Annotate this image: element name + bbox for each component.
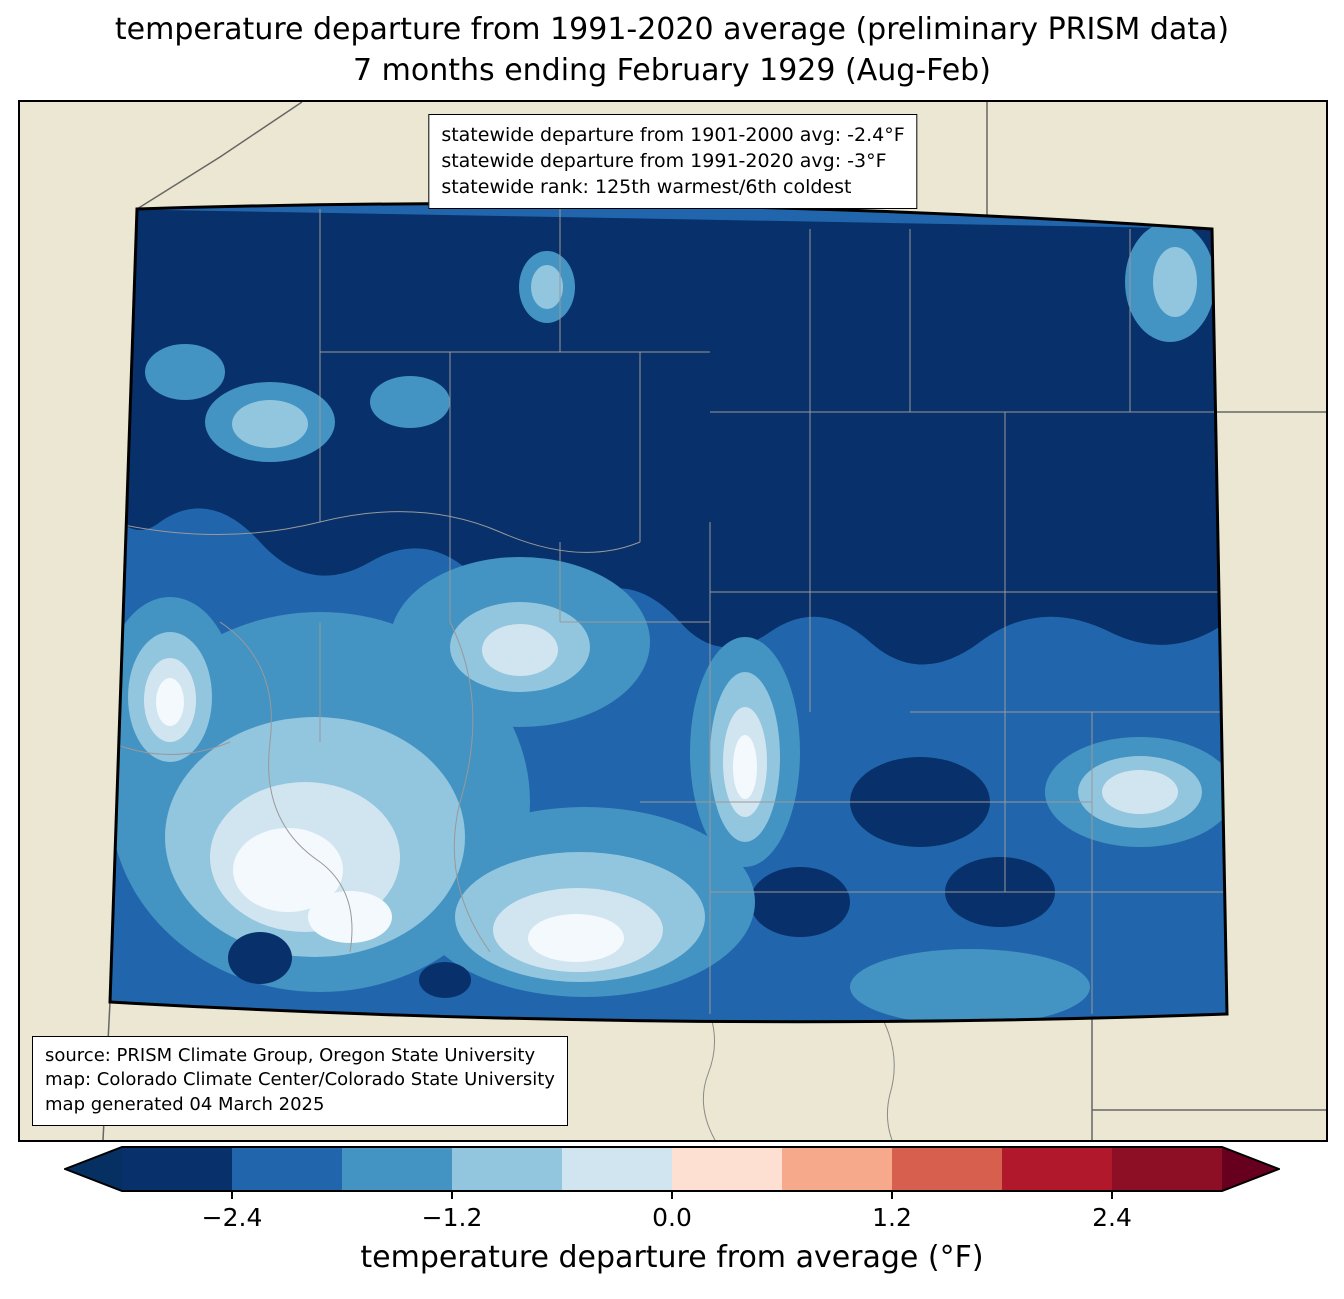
colorbar-tick-label: 2.4 [1092, 1203, 1132, 1232]
colorbar-segment [1112, 1147, 1222, 1191]
contour-dark-patch-southwest [228, 932, 292, 984]
colorbar-tick-label: 1.2 [872, 1203, 912, 1232]
colorbar-segment [892, 1147, 1002, 1191]
colorbar-segment [782, 1147, 892, 1191]
contour-medium-northwest [145, 344, 225, 400]
river-lines [702, 1013, 895, 1140]
colorbar-svg: −2.4 −1.2 0.0 1.2 2.4 [64, 1146, 1280, 1232]
figure-title: temperature departure from 1991-2020 ave… [0, 10, 1344, 91]
source-line-2: map: Colorado Climate Center/Colorado St… [45, 1069, 555, 1091]
colorbar-segment [452, 1147, 562, 1191]
colorbar-segment [672, 1147, 782, 1191]
contour-pale-far-east [1102, 770, 1178, 814]
stats-line-1: statewide departure from 1901-2000 avg: … [441, 124, 905, 146]
stats-line-2: statewide departure from 1991-2020 avg: … [441, 150, 887, 173]
colorbar-segment [342, 1147, 452, 1191]
figure-title-line-2: 7 months ending February 1929 (Aug-Feb) [353, 52, 991, 88]
contour-white-west-edge [156, 678, 184, 726]
colorbar: −2.4 −1.2 0.0 1.2 2.4 [64, 1146, 1280, 1242]
colorbar-left-arrow [65, 1147, 122, 1191]
contour-white-east-central [733, 735, 757, 799]
contour-light-northwest [232, 400, 308, 448]
colorbar-axis-label: temperature departure from average (°F) [360, 1240, 984, 1275]
colorbar-tick-label: −2.4 [202, 1203, 263, 1232]
contour-light-north-spot [531, 265, 563, 309]
contour-dark-patch [750, 867, 850, 937]
contour-darkest-north-east [110, 209, 1227, 665]
figure-title-line-1: temperature departure from 1991-2020 ave… [114, 12, 1230, 47]
stats-line-3: statewide rank: 125th warmest/6th coldes… [441, 176, 852, 199]
colorbar-segment [1002, 1147, 1112, 1191]
map-figure: statewide departure from 1901-2000 avg: … [18, 100, 1328, 1142]
source-box: source: PRISM Climate Group, Oregon Stat… [32, 1035, 568, 1126]
colorbar-ticks [231, 1191, 1113, 1199]
colorbar-tick-label: 0.0 [652, 1203, 692, 1232]
colorbar-segment [122, 1147, 232, 1191]
colorbar-segment [232, 1147, 342, 1191]
stats-box: statewide departure from 1901-2000 avg: … [428, 114, 918, 209]
contour-pale-central [482, 624, 558, 676]
source-line-1: source: PRISM Climate Group, Oregon Stat… [45, 1044, 536, 1066]
colorbar-outline [64, 1146, 1280, 1192]
colorbar-segment [562, 1147, 672, 1191]
contour-medium-northwest [370, 376, 450, 428]
contour-medium-southeast-edge [850, 949, 1090, 1022]
colorbar-tick-label: −1.2 [422, 1203, 483, 1232]
contour-white-south-central [528, 914, 624, 962]
colorbar-right-arrow [1222, 1147, 1279, 1191]
contour-white-southwest [233, 828, 343, 912]
contour-light-northeast-corner [1153, 247, 1197, 317]
colorado-temperature-map [20, 102, 1326, 1140]
temperature-contours [110, 203, 1227, 1022]
county-borders [110, 209, 1227, 1014]
contour-dark-patch-south [419, 962, 471, 998]
source-line-3: map generated 04 March 2025 [45, 1094, 325, 1116]
contour-white-southwest [308, 891, 392, 943]
